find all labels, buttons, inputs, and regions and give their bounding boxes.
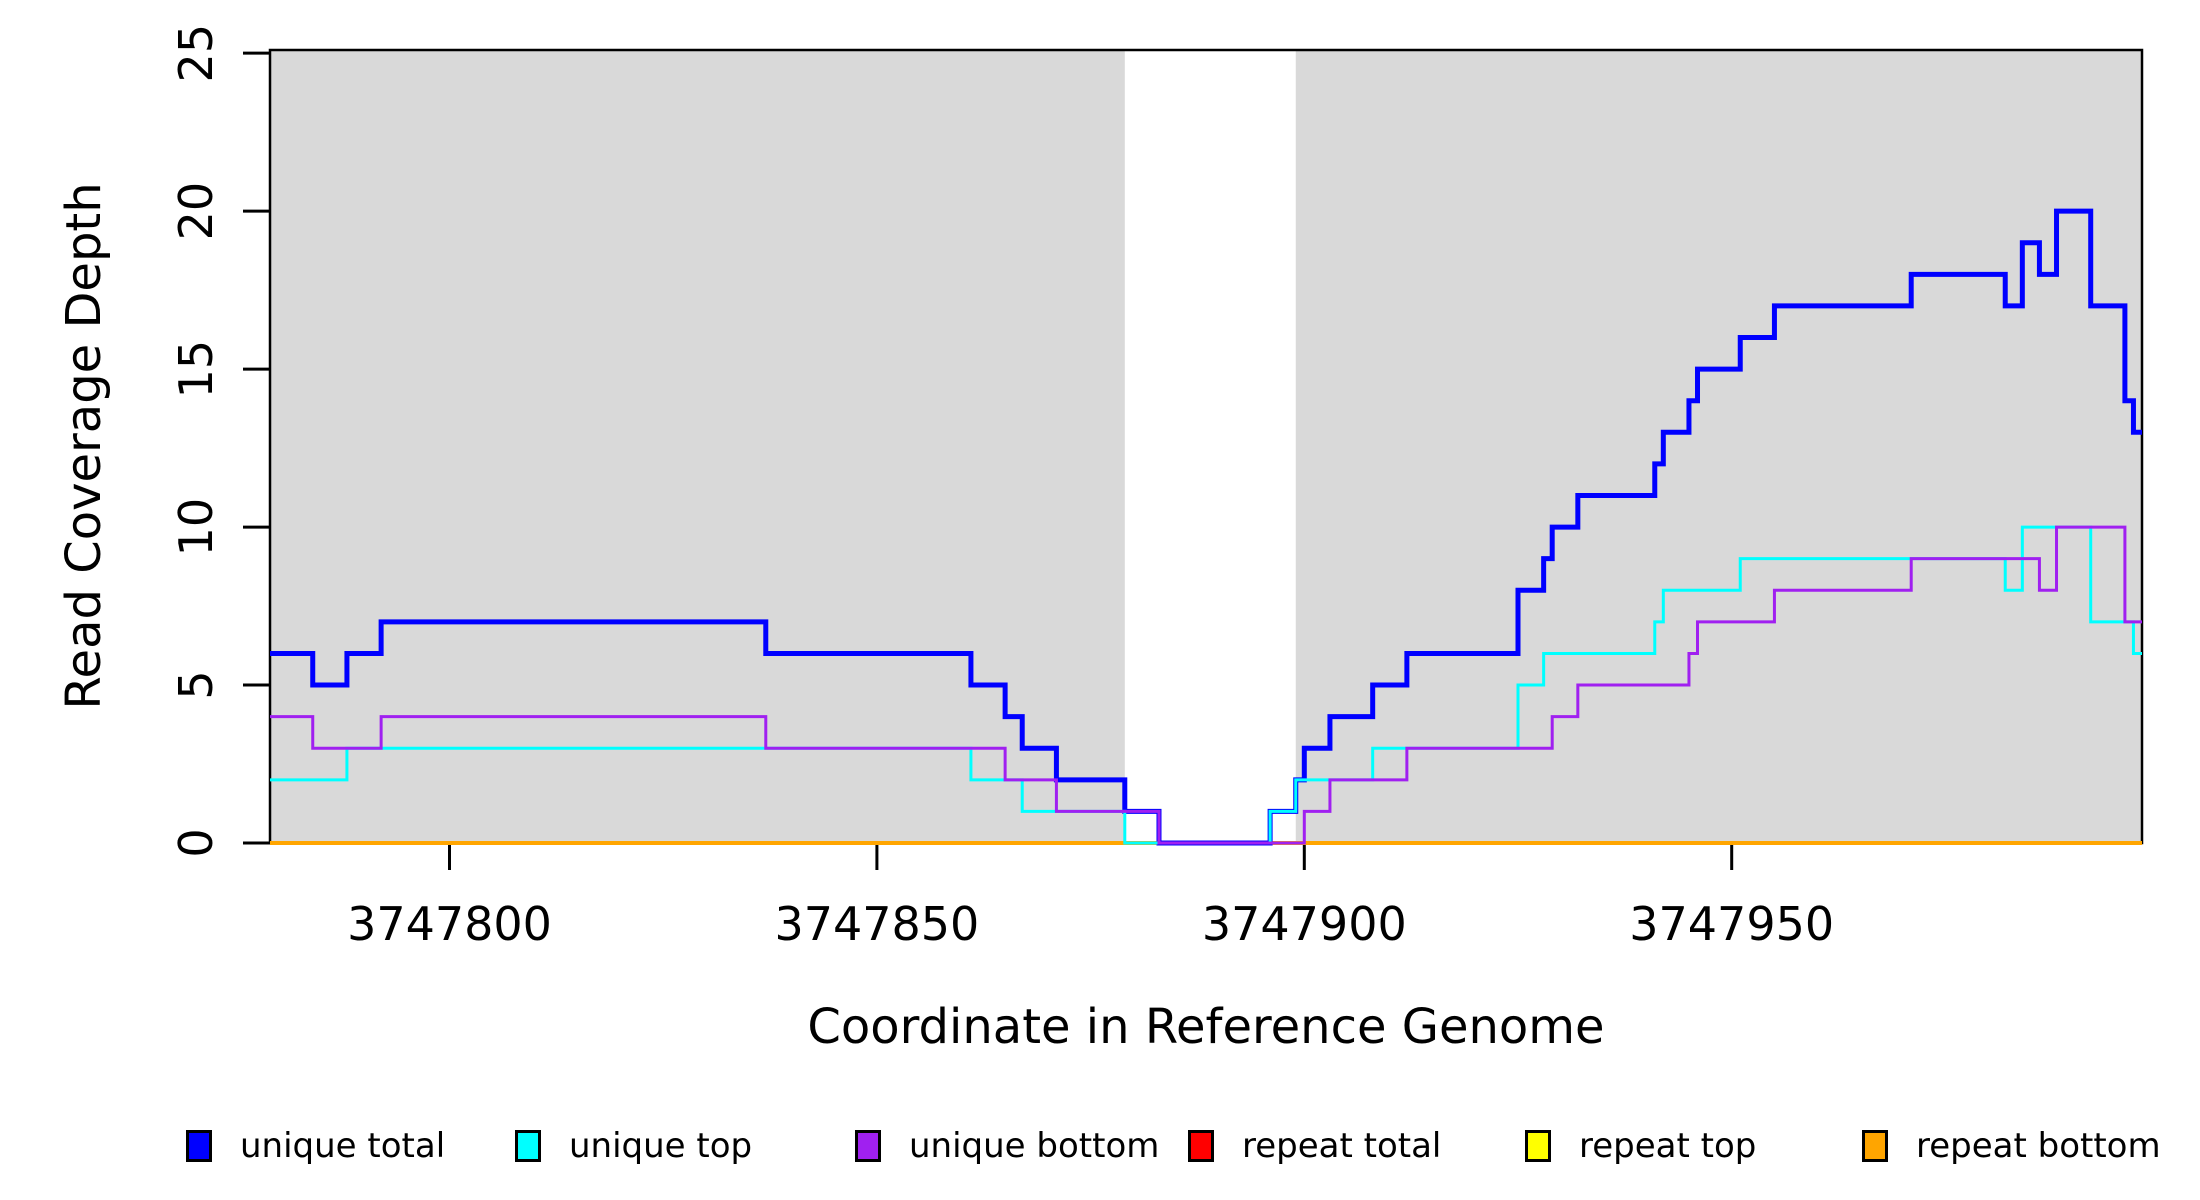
- y-tick-label: 15: [169, 340, 223, 399]
- legend-swatch-repeat-total: [1188, 1130, 1214, 1162]
- y-tick-label: 0: [169, 828, 223, 857]
- series-line-unique-bottom: [270, 525, 2142, 845]
- y-tick-label: 25: [169, 24, 223, 83]
- repeat-region-shading: [1295, 50, 2142, 843]
- repeat-region-shading: [270, 50, 1125, 843]
- legend-item-repeat-total: repeat total: [1188, 1126, 1441, 1166]
- series-line-unique-total: [270, 208, 2142, 846]
- legend-label: repeat total: [1242, 1126, 1442, 1166]
- y-tick-label: 10: [169, 498, 223, 557]
- x-tick-label: 3747900: [1202, 897, 1407, 951]
- legend-item-repeat-bottom: repeat bottom: [1862, 1126, 2161, 1166]
- legend-label: unique bottom: [909, 1126, 1160, 1166]
- legend-swatch-repeat-top: [1525, 1130, 1551, 1162]
- y-axis-title: Read Coverage Depth: [56, 182, 112, 709]
- legend-swatch-unique-top: [515, 1130, 541, 1162]
- legend-item-unique-total: unique total: [186, 1126, 445, 1166]
- legend-item-unique-top: unique top: [515, 1126, 752, 1166]
- y-tick-label: 5: [169, 670, 223, 699]
- y-tick-label: 20: [169, 182, 223, 241]
- legend-label: unique top: [569, 1126, 753, 1166]
- legend-swatch-unique-total: [186, 1130, 212, 1162]
- x-tick-label: 3747950: [1629, 897, 1834, 951]
- legend-swatch-repeat-bottom: [1862, 1130, 1888, 1162]
- legend-label: repeat top: [1579, 1126, 1757, 1166]
- legend-label: repeat bottom: [1916, 1126, 2161, 1166]
- x-axis-title: Coordinate in Reference Genome: [807, 999, 1604, 1055]
- x-tick-label: 3747800: [347, 897, 552, 951]
- legend-label: unique total: [240, 1126, 446, 1166]
- legend-item-repeat-top: repeat top: [1525, 1126, 1756, 1166]
- legend-item-unique-bottom: unique bottom: [855, 1126, 1159, 1166]
- legend-swatch-unique-bottom: [855, 1130, 881, 1162]
- x-tick-label: 3747850: [774, 897, 979, 951]
- plot-area: 3747800 3747850 3747900 3747950 0 5 10 15 20 25 R…: [56, 24, 2144, 1055]
